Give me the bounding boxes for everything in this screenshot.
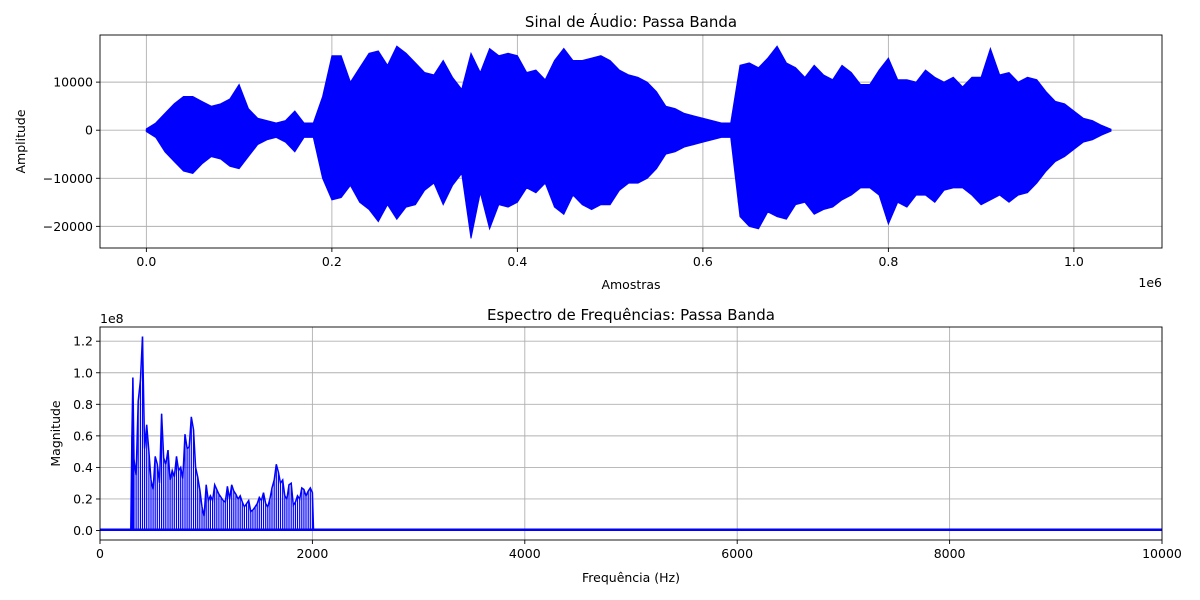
audio-signal-plot: Sinal de Áudio: Passa Banda 0.0 0.2 0.4 0.6…: [13, 12, 1163, 292]
audio-signal-y-tick-label: −10000: [43, 171, 93, 186]
frequency-spectrum-x-tick-label: 4000: [509, 546, 541, 561]
audio-signal-x-tick-label: 0.4: [507, 254, 527, 269]
frequency-spectrum-y-tick-label: 0.6: [73, 428, 93, 443]
audio-signal-x-tick-label: 0.6: [693, 254, 713, 269]
frequency-spectrum-x-tick-label: 2000: [296, 546, 328, 561]
frequency-spectrum-line: [100, 336, 1162, 531]
audio-signal-title: Sinal de Áudio: Passa Banda: [525, 12, 737, 31]
audio-signal-y-tick-label: 0: [85, 123, 93, 138]
frequency-spectrum-x-axis-label: Frequência (Hz): [582, 570, 680, 585]
frequency-spectrum-y-tick-label: 1.2: [73, 334, 93, 349]
audio-signal-x-axis-label: Amostras: [601, 277, 660, 292]
frequency-spectrum-y-tick-label: 0.4: [73, 460, 93, 475]
audio-signal-waveform: [145, 45, 1112, 239]
audio-signal-x-tick-label: 0.2: [322, 254, 342, 269]
frequency-spectrum-y-tick-label: 0.8: [73, 397, 93, 412]
audio-signal-y-axis-label: Amplitude: [13, 109, 28, 173]
frequency-spectrum-frame: [99, 326, 1163, 541]
frequency-spectrum-x-tick-label: 0: [96, 546, 104, 561]
frequency-spectrum-spectrum-spikes: [130, 336, 313, 531]
audio-signal-x-tick-label: 0.8: [878, 254, 898, 269]
frequency-spectrum-y-tick-label: 0.0: [73, 523, 93, 538]
audio-signal-ticks: 0.0 0.2 0.4 0.6 0.8 1.0 −20000 −10000 0 10000: [43, 75, 1084, 269]
frequency-spectrum-y-tick-label: 0.2: [73, 491, 93, 506]
audio-signal-x-tick-label: 1.0: [1064, 254, 1084, 269]
audio-signal-y-tick-label: −20000: [43, 219, 93, 234]
frequency-spectrum-ticks: 0 2000 4000 6000 8000 10000 0.0 0.2 0.4 0.6 0.8 1.0…: [73, 334, 1182, 561]
frequency-spectrum-x-tick-label: 6000: [721, 546, 753, 561]
audio-signal-x-offset-label: 1e6: [1138, 275, 1162, 290]
audio-signal-x-tick-label: 0.0: [136, 254, 156, 269]
frequency-spectrum-plot: Espectro de Frequências: Passa Banda 0 20…: [48, 306, 1182, 585]
frequency-spectrum-title: Espectro de Frequências: Passa Banda: [487, 306, 775, 324]
frequency-spectrum-x-tick-label: 8000: [934, 546, 966, 561]
audio-signal-frame: [99, 34, 1163, 249]
frequency-spectrum-y-axis-label: Magnitude: [48, 400, 63, 467]
frequency-spectrum-y-offset-label: 1e8: [100, 311, 124, 326]
frequency-spectrum-x-tick-label: 10000: [1142, 546, 1182, 561]
audio-signal-waveform-detail: [145, 47, 1110, 234]
audio-signal-y-tick-label: 10000: [53, 75, 93, 90]
frequency-spectrum-y-tick-label: 1.0: [73, 365, 93, 380]
